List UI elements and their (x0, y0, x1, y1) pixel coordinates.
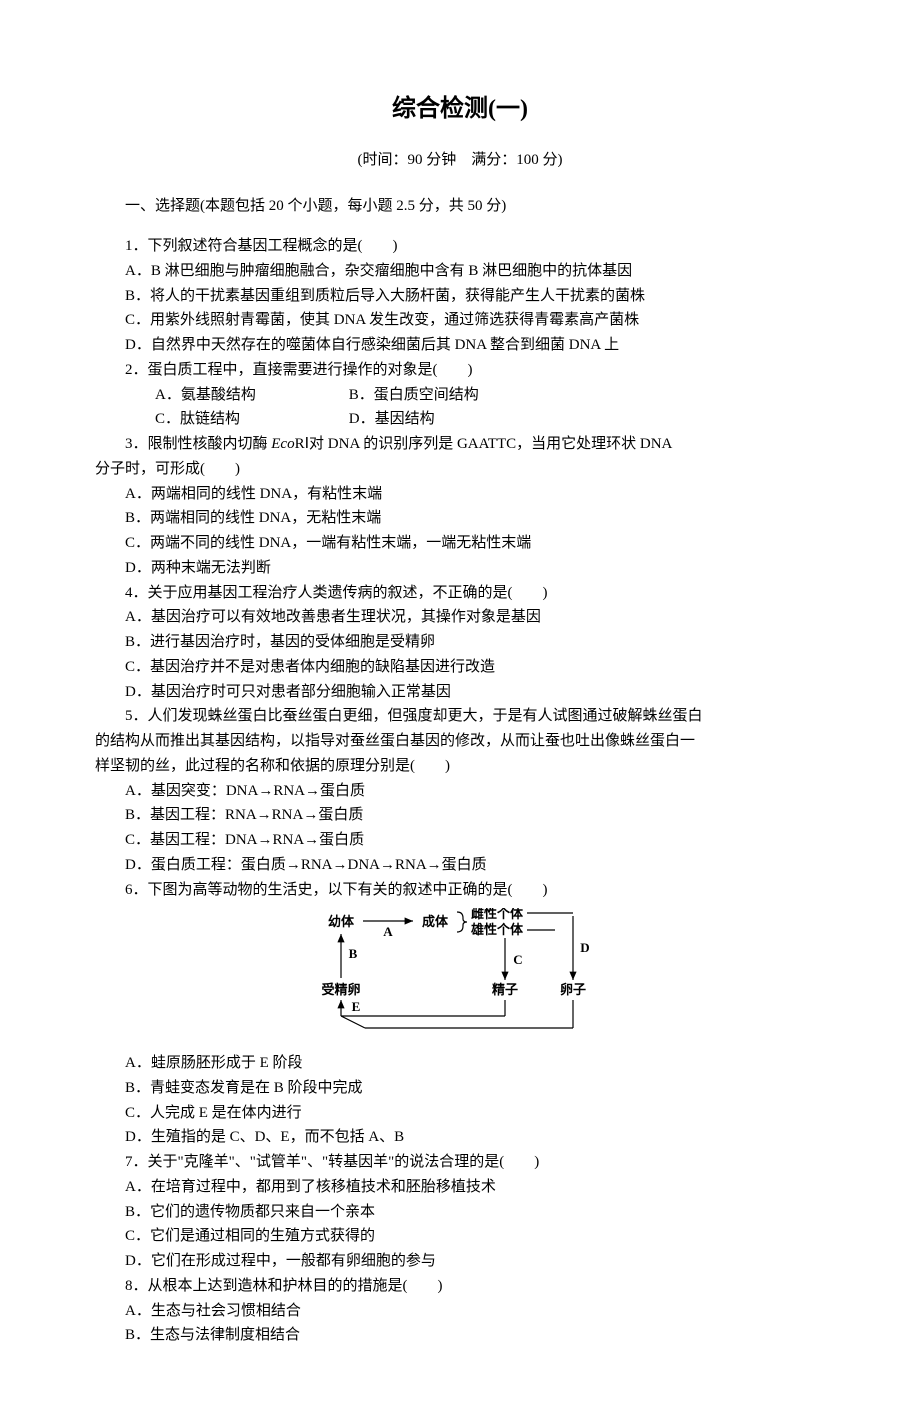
q3-option-d: D．两种末端无法判断 (95, 556, 825, 581)
q5-option-a: A．基因突变：DNA→RNA→蛋白质 (95, 779, 825, 804)
svg-text:幼体: 幼体 (328, 914, 355, 929)
q1-option-c: C．用紫外线照射青霉菌，使其 DNA 发生改变，通过筛选获得青霉素高产菌株 (95, 308, 825, 333)
q1-option-d: D．自然界中天然存在的噬菌体自行感染细菌后其 DNA 整合到细菌 DNA 上 (95, 333, 825, 358)
q6-option-a: A．蛙原肠胚形成于 E 阶段 (95, 1051, 825, 1076)
q4-stem: 4．关于应用基因工程治疗人类遗传病的叙述，不正确的是( ) (95, 581, 825, 606)
q4-option-a: A．基因治疗可以有效地改善患者生理状况，其操作对象是基因 (95, 605, 825, 630)
svg-text:E: E (352, 999, 361, 1014)
q3-stem-part2: RⅠ对 DNA 的识别序列是 GAATTC，当用它处理环状 DNA (295, 436, 673, 452)
q1-option-a: A．B 淋巴细胞与肿瘤细胞融合，杂交瘤细胞中含有 B 淋巴细胞中的抗体基因 (95, 259, 825, 284)
q7-stem: 7．关于"克隆羊"、"试管羊"、"转基因羊"的说法合理的是( ) (95, 1150, 825, 1175)
section-1-heading: 一、选择题(本题包括 20 个小题，每小题 2.5 分，共 50 分) (95, 194, 825, 219)
q5-option-b: B．基因工程：RNA→RNA→蛋白质 (95, 803, 825, 828)
q5-stem-line1: 5．人们发现蛛丝蛋白比蚕丝蛋白更细，但强度却更大，于是有人试图通过破解蛛丝蛋白 (95, 704, 825, 729)
q4-option-b: B．进行基因治疗时，基因的受体细胞是受精卵 (95, 630, 825, 655)
svg-text:A: A (383, 924, 393, 939)
q7-option-a: A．在培育过程中，都用到了核移植技术和胚胎移植技术 (95, 1175, 825, 1200)
q4-option-d: D．基因治疗时可只对患者部分细胞输入正常基因 (95, 680, 825, 705)
q4-option-c: C．基因治疗并不是对患者体内细胞的缺陷基因进行改造 (95, 655, 825, 680)
svg-text:成体: 成体 (422, 914, 449, 929)
q2-options-row1: A．氨基酸结构 B．蛋白质空间结构 (95, 383, 825, 408)
svg-text:精子: 精子 (492, 982, 518, 997)
q3-stem-line2: 分子时，可形成( ) (95, 457, 825, 482)
q7-option-d: D．它们在形成过程中，一般都有卵细胞的参与 (95, 1249, 825, 1274)
svg-text:受精卵: 受精卵 (321, 982, 360, 997)
svg-text:雌性个体: 雌性个体 (471, 908, 524, 921)
svg-text:卵子: 卵子 (560, 982, 586, 997)
page-title: 综合检测(一) (95, 90, 825, 130)
q2-option-c: C．肽链结构 (125, 407, 345, 432)
q8-option-b: B．生态与法律制度相结合 (95, 1323, 825, 1348)
q7-option-b: B．它们的遗传物质都只来自一个亲本 (95, 1200, 825, 1225)
q2-option-d: D．基因结构 (349, 411, 435, 427)
q1-stem: 1．下列叙述符合基因工程概念的是( ) (95, 234, 825, 259)
q6-option-b: B．青蛙变态发育是在 B 阶段中完成 (95, 1076, 825, 1101)
svg-text:雄性个体: 雄性个体 (470, 922, 524, 937)
q8-stem: 8．从根本上达到造林和护林目的的措施是( ) (95, 1274, 825, 1299)
q5-stem-line3: 样坚韧的丝，此过程的名称和依据的原理分别是( ) (95, 754, 825, 779)
exam-info: (时间：90 分钟 满分：100 分) (95, 148, 825, 173)
q7-option-c: C．它们是通过相同的生殖方式获得的 (95, 1224, 825, 1249)
q3-stem-part1: 3．限制性核酸内切酶 (125, 436, 271, 452)
q6-option-d: D．生殖指的是 C、D、E，而不包括 A、B (95, 1125, 825, 1150)
q6-stem: 6．下图为高等动物的生活史，以下有关的叙述中正确的是( ) (95, 878, 825, 903)
q3-stem-italic: Eco (271, 436, 294, 452)
q2-stem: 2．蛋白质工程中，直接需要进行操作的对象是( ) (95, 358, 825, 383)
q6-diagram-container: 幼体 A 成体 雌性个体 雄性个体 B C D (95, 908, 825, 1045)
q5-stem-line2: 的结构从而推出其基因结构，以指导对蚕丝蛋白基因的修改，从而让蚕也吐出像蛛丝蛋白一 (95, 729, 825, 754)
q8-option-a: A．生态与社会习惯相结合 (95, 1299, 825, 1324)
q2-option-b: B．蛋白质空间结构 (349, 387, 479, 403)
q2-options-row2: C．肽链结构 D．基因结构 (95, 407, 825, 432)
q3-stem-line1: 3．限制性核酸内切酶 EcoRⅠ对 DNA 的识别序列是 GAATTC，当用它处… (95, 432, 825, 457)
svg-text:B: B (349, 946, 358, 961)
q2-option-a: A．氨基酸结构 (125, 383, 345, 408)
q5-option-c: C．基因工程：DNA→RNA→蛋白质 (95, 828, 825, 853)
q3-option-c: C．两端不同的线性 DNA，一端有粘性末端，一端无粘性末端 (95, 531, 825, 556)
q5-option-d: D．蛋白质工程：蛋白质→RNA→DNA→RNA→蛋白质 (95, 853, 825, 878)
svg-text:D: D (580, 940, 589, 955)
q3-option-b: B．两端相同的线性 DNA，无粘性末端 (95, 506, 825, 531)
svg-text:C: C (513, 952, 522, 967)
q6-diagram: 幼体 A 成体 雌性个体 雄性个体 B C D (305, 908, 615, 1045)
q1-option-b: B．将人的干扰素基因重组到质粒后导入大肠杆菌，获得能产生人干扰素的菌株 (95, 284, 825, 309)
q3-option-a: A．两端相同的线性 DNA，有粘性末端 (95, 482, 825, 507)
q6-option-c: C．人完成 E 是在体内进行 (95, 1101, 825, 1126)
